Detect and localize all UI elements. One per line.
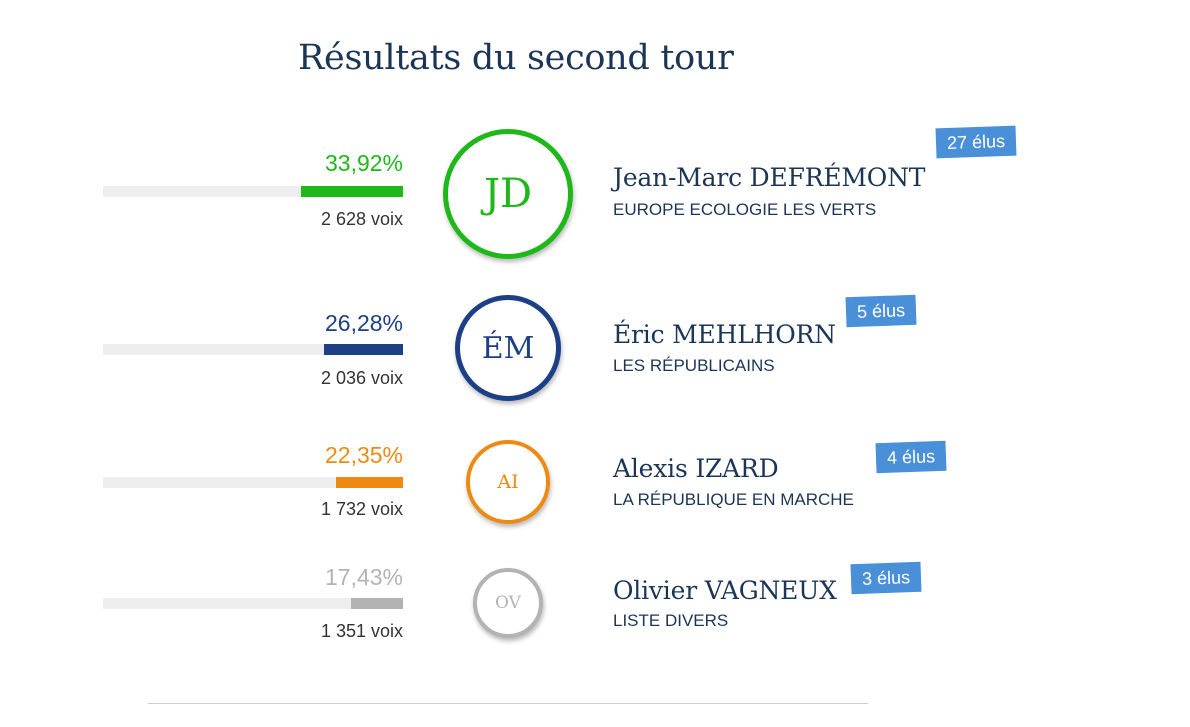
percent-label: 33,92% <box>324 150 403 176</box>
elected-badge: 27 élus <box>935 125 1017 159</box>
votes-label: 2 036 voix <box>320 368 403 388</box>
percent-label: 26,28% <box>324 310 403 336</box>
page-title: Résultats du second tour <box>298 38 734 78</box>
bar-track <box>103 186 403 197</box>
percent-label: 22,35% <box>324 442 403 468</box>
candidate-party: LA RÉPUBLIQUE EN MARCHE <box>613 490 854 509</box>
votes-label: 1 732 voix <box>320 499 403 519</box>
candidate-row: 22,35% 1 732 voix AI Alexis IZARD LA RÉPUBLI… <box>0 428 1190 568</box>
divider <box>148 703 868 704</box>
candidate-row: 26,28% 2 036 voix ÉM Éric MEHLHORN LES RÉPUB… <box>0 282 1190 422</box>
votes-label: 1 351 voix <box>320 621 403 641</box>
candidate-row: 33,92% 2 628 voix JD Jean-Marc DEFRÉMONT EUR… <box>0 120 1190 260</box>
percent-label: 17,43% <box>324 564 403 590</box>
candidate-name: Jean-Marc DEFRÉMONT <box>613 163 926 192</box>
bar-fill <box>335 477 403 488</box>
candidate-party: LISTE DIVERS <box>613 611 729 630</box>
candidate-party: LES RÉPUBLICAINS <box>613 356 775 375</box>
bar-track <box>103 477 403 488</box>
elected-badge: 4 élus <box>875 440 947 474</box>
candidate-name: Alexis IZARD <box>613 454 779 483</box>
candidate-avatar: JD <box>443 129 573 259</box>
candidate-avatar: OV <box>473 568 543 638</box>
candidate-name: Éric MEHLHORN <box>613 320 836 349</box>
candidate-name: Olivier VAGNEUX <box>613 576 837 605</box>
bar-fill <box>324 344 403 355</box>
bar-fill <box>301 186 403 197</box>
candidate-avatar: ÉM <box>455 295 561 401</box>
candidate-party: EUROPE ECOLOGIE LES VERTS <box>613 200 877 219</box>
votes-label: 2 628 voix <box>320 209 403 229</box>
candidate-row: 17,43% 1 351 voix OV Olivier VAGNEUX LISTE D… <box>0 548 1190 688</box>
bar-track <box>103 598 403 609</box>
elected-badge: 5 élus <box>845 294 917 328</box>
bar-fill <box>350 598 403 609</box>
bar-track <box>103 344 403 355</box>
elected-badge: 3 élus <box>850 561 922 595</box>
candidate-avatar: AI <box>466 440 550 524</box>
